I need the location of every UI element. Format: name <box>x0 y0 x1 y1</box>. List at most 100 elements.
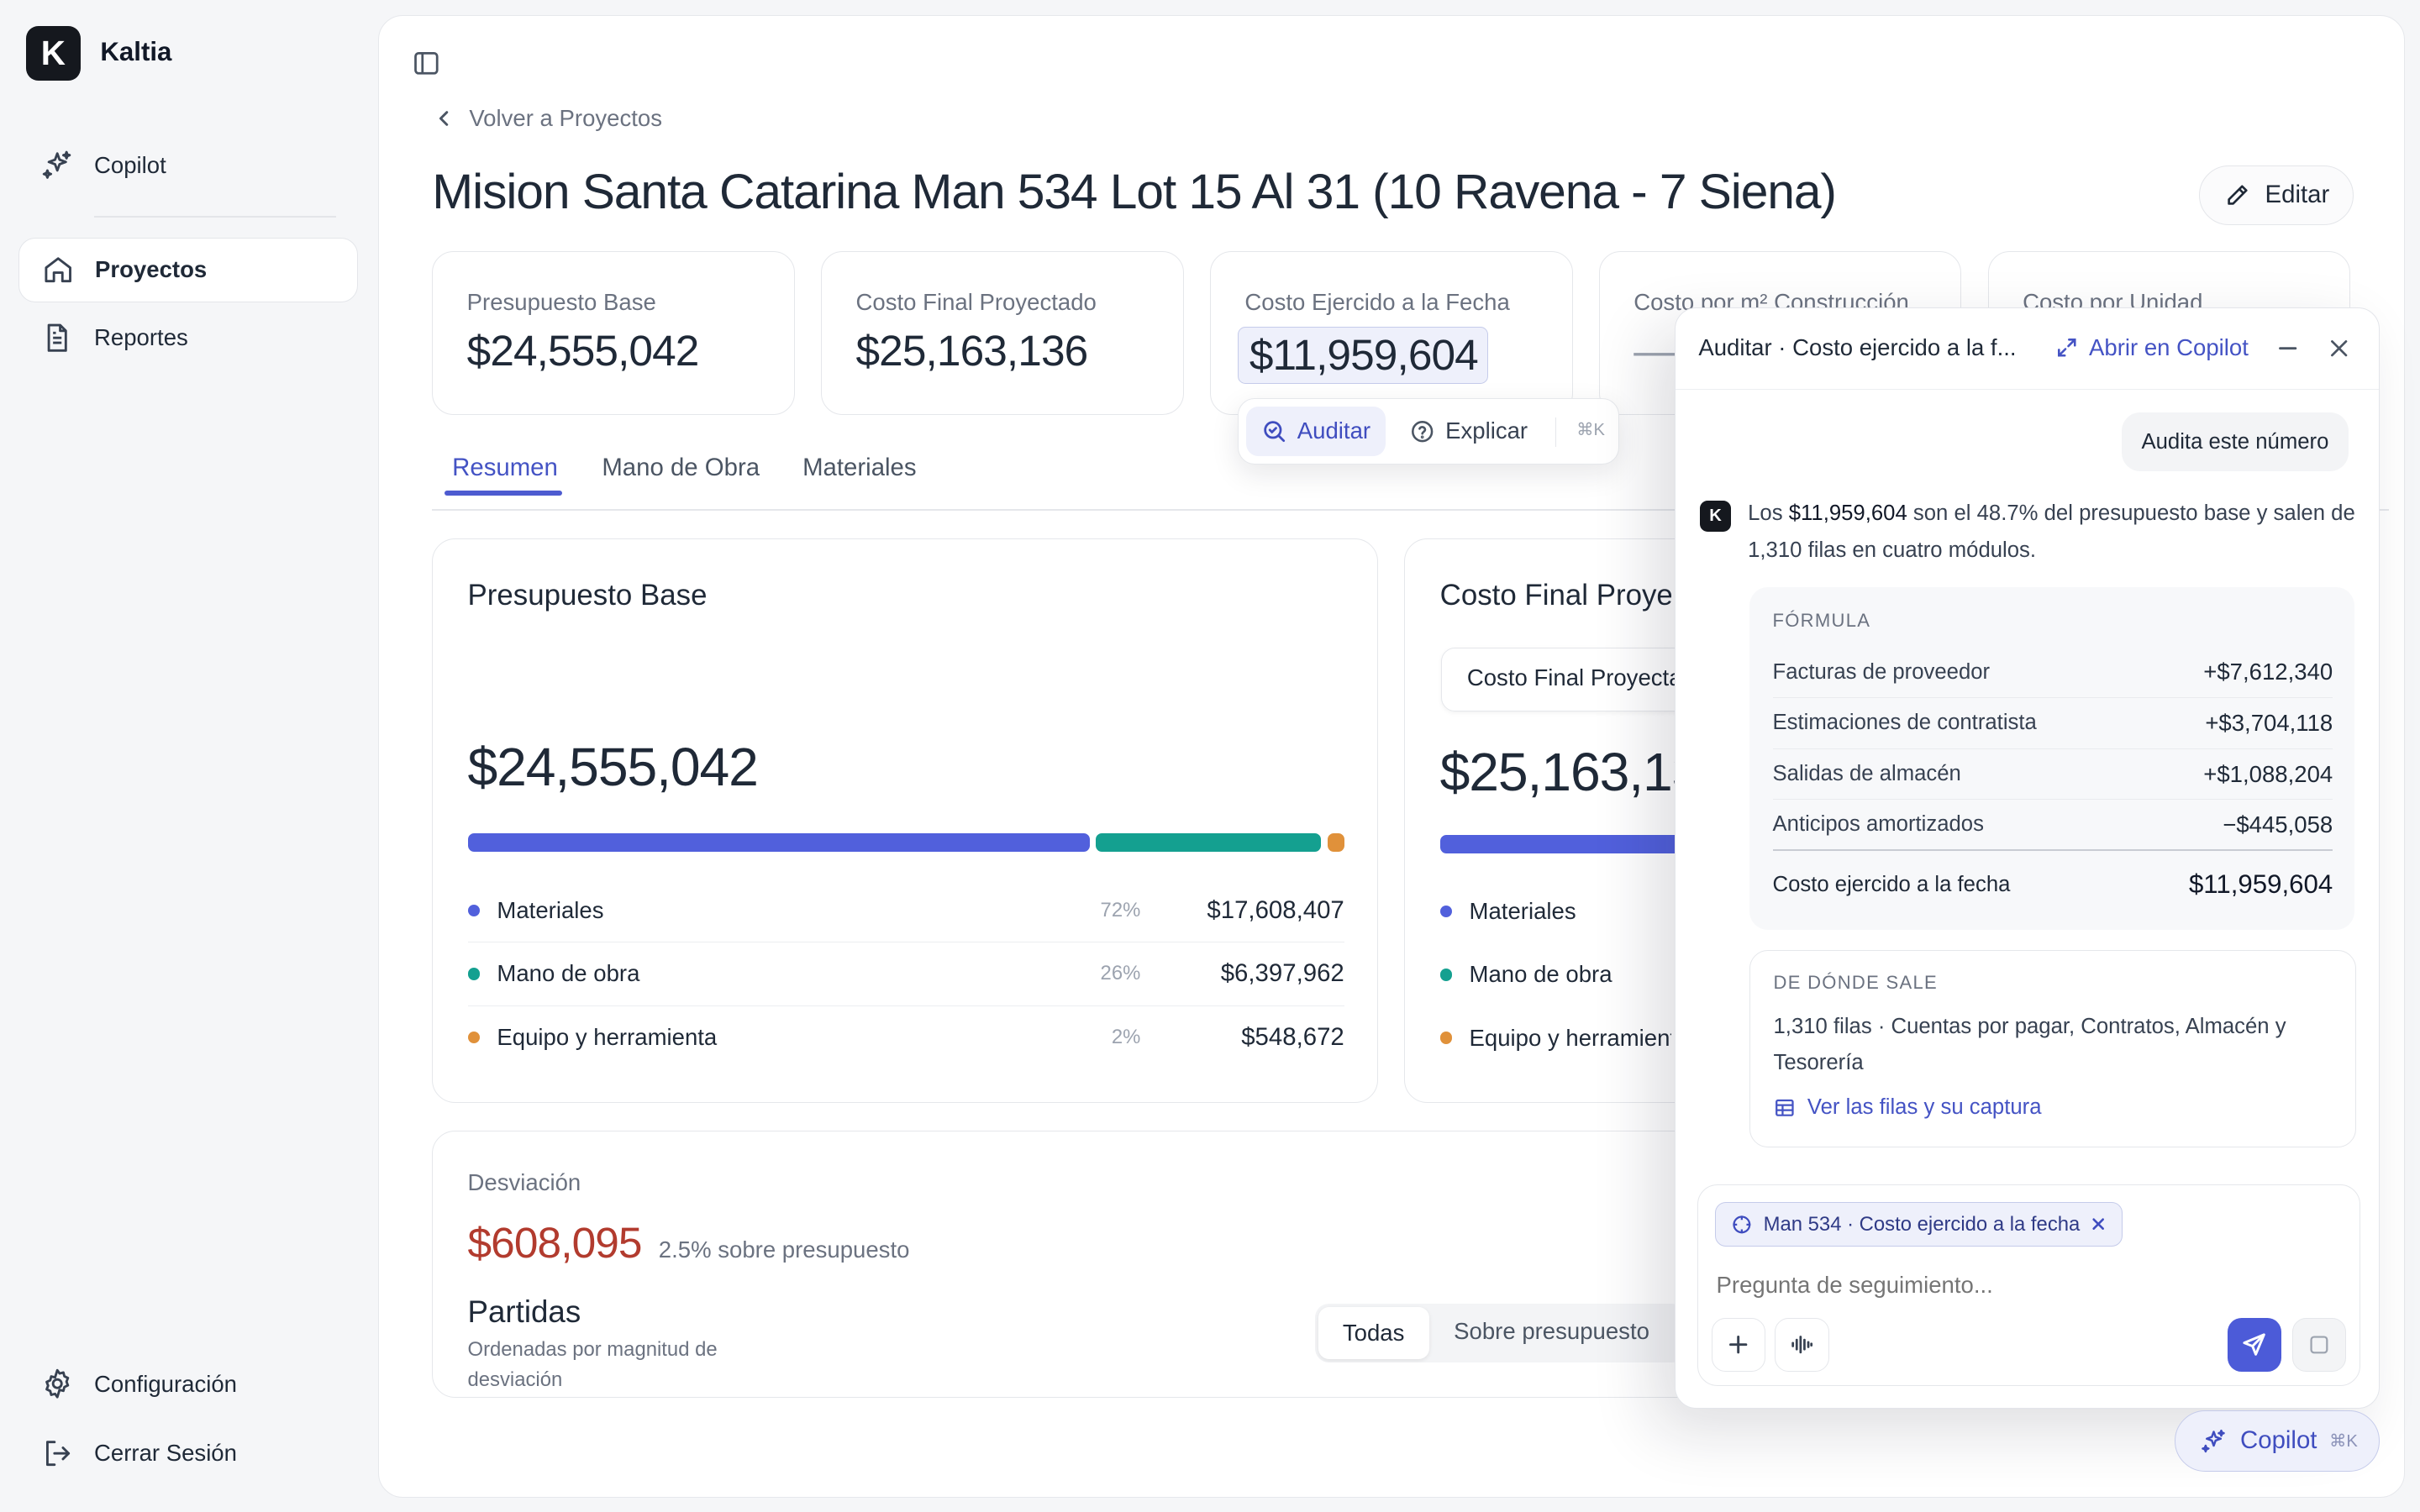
edit-button[interactable]: Editar <box>2199 165 2354 226</box>
tab-resumen[interactable]: Resumen <box>452 453 558 481</box>
kpi-card[interactable]: Costo Final Proyectado $25,163,136 <box>821 251 1184 416</box>
kpi-value: $25,163,136 <box>855 326 1089 375</box>
desviacion-note: 2.5% sobre presupuesto <box>658 1236 910 1263</box>
formula-box: FÓRMULA Facturas de proveedor +$7,612,340… <box>1749 586 2354 930</box>
formula-heading: FÓRMULA <box>1772 610 1871 632</box>
sidebar-item-reportes[interactable]: Reportes <box>18 306 358 370</box>
legend-label: Materiales <box>1469 897 1576 924</box>
legend-label: Equipo y herramienta <box>497 1024 718 1051</box>
formula-list: Facturas de proveedor +$7,612,340 Estimac… <box>1772 648 2333 919</box>
source-text: 1,310 filas · Cuentas por pagar, Contrat… <box>1773 1015 2286 1074</box>
presupuesto-total: $24,555,042 <box>467 737 759 798</box>
open-in-copilot-link[interactable]: Abrir en Copilot <box>2055 334 2249 361</box>
legend-amount: $17,608,407 <box>1207 896 1344 925</box>
desviacion-label: Desviación <box>467 1169 581 1196</box>
filter-sobre-presupuesto[interactable]: Sobre presupuesto <box>1454 1317 1649 1344</box>
active-tab-underline <box>444 491 562 496</box>
copilot-fab[interactable]: Copilot ⌘K <box>2174 1410 2381 1473</box>
sidebar-item-label: Reportes <box>94 324 188 351</box>
value-action-popover: Auditar Explicar ⌘K <box>1238 397 1619 465</box>
formula-total-label: Costo ejercido a la fecha <box>1772 872 2011 896</box>
kpi-value: — <box>1634 326 1676 375</box>
target-icon <box>1731 1214 1753 1236</box>
send-button[interactable] <box>2227 1317 2281 1372</box>
audit-button[interactable]: Auditar <box>1246 407 1386 456</box>
chevron-left-icon <box>435 109 454 128</box>
legend-row-mano-de-obra: Mano de obra 26% $6,397,962 <box>467 942 1344 1006</box>
sidebar-toggle-icon[interactable] <box>411 48 442 79</box>
desviacion-value-row: $608,095 2.5% sobre presupuesto <box>468 1217 910 1268</box>
context-chip-label: Man 534 · Costo ejercido a la fecha <box>1763 1212 2081 1236</box>
legend-row-mano-de-obra: Mano de obra <box>1439 961 1612 988</box>
reply-text: Los <box>1748 501 1789 525</box>
sidebar-item-configuracion[interactable]: Configuración <box>18 1352 358 1416</box>
popover-shortcut: ⌘K <box>1576 420 1605 439</box>
voice-input-button[interactable] <box>1775 1317 1829 1372</box>
chip-close-icon[interactable] <box>2091 1216 2106 1231</box>
desviacion-amount: $608,095 <box>467 1218 643 1268</box>
sidebar-item-copilot[interactable]: Copilot <box>18 133 358 197</box>
formula-label: Anticipos amortizados <box>1772 812 1984 837</box>
formula-amount: +$1,088,204 <box>2203 760 2333 787</box>
assistant-avatar: K <box>1700 501 1731 532</box>
tabs-divider <box>432 509 2390 511</box>
legend-percent: 2% <box>1111 1026 1141 1049</box>
formula-total-row: Costo ejercido a la fecha $11,959,604 <box>1773 851 2333 919</box>
popover-divider <box>1555 417 1557 447</box>
view-rows-link[interactable]: Ver las filas y su captura <box>1774 1095 2042 1120</box>
plus-icon <box>1726 1332 1750 1357</box>
logout-icon <box>40 1436 74 1470</box>
back-link[interactable]: Volver a Proyectos <box>435 105 662 132</box>
followup-input[interactable] <box>1716 1265 2334 1305</box>
back-label: Volver a Proyectos <box>469 104 662 131</box>
sidebar-item-proyectos[interactable]: Proyectos <box>18 237 359 302</box>
tab-materiales[interactable]: Materiales <box>802 453 917 481</box>
audit-panel: Auditar · Costo ejercido a la f... Abrir… <box>1674 307 2381 1409</box>
kpi-card[interactable]: Presupuesto Base $24,555,042 <box>432 251 795 416</box>
explain-label: Explicar <box>1445 417 1528 444</box>
sidebar-item-cerrar-sesion[interactable]: Cerrar Sesión <box>18 1421 358 1486</box>
kpi-label: Presupuesto Base <box>466 289 656 316</box>
legend-row-equipo: Equipo y herramienta 2% $548,672 <box>467 1006 1344 1069</box>
explain-button[interactable]: Explicar <box>1395 407 1544 456</box>
formula-amount: +$3,704,118 <box>2205 709 2333 736</box>
presupuesto-title: Presupuesto Base <box>467 578 708 612</box>
minimize-icon[interactable] <box>2275 336 2300 360</box>
kpi-value-highlighted[interactable]: $11,959,604 <box>1238 327 1488 385</box>
kaltia-logo[interactable]: K <box>26 26 81 81</box>
close-icon[interactable] <box>2327 336 2351 360</box>
legend-percent: 72% <box>1100 899 1141 922</box>
gear-icon <box>40 1367 74 1400</box>
filter-todas[interactable]: Todas <box>1318 1306 1429 1360</box>
pencil-icon <box>2223 181 2251 209</box>
budget-distribution-bar <box>467 832 1344 852</box>
tab-mano-de-obra[interactable]: Mano de Obra <box>602 453 760 481</box>
context-chip[interactable]: Man 534 · Costo ejercido a la fecha <box>1714 1201 2123 1247</box>
table-icon <box>1774 1097 1796 1119</box>
legend-label: Materiales <box>497 897 604 924</box>
legend-row-materiales: Materiales <box>1439 897 1576 925</box>
legend-dot <box>1439 968 1453 981</box>
source-box: DE DÓNDE SALE 1,310 filas · Cuentas por … <box>1749 949 2356 1147</box>
search-check-icon <box>1262 419 1286 444</box>
sidebar-item-label: Proyectos <box>95 256 208 283</box>
sparkles-icon <box>2200 1427 2228 1455</box>
bar-segment <box>467 832 1090 852</box>
costo-final-select[interactable]: Costo Final Proyectado <box>1441 648 1704 711</box>
partidas-title: Partidas <box>467 1294 581 1329</box>
legend-row-equipo: Equipo y herramienta <box>1439 1025 1671 1052</box>
assistant-reply: Los $11,959,604 son el 48.7% del presupu… <box>1748 495 2357 569</box>
stop-button[interactable] <box>2291 1317 2346 1372</box>
sidebar-item-label: Copilot <box>94 151 166 178</box>
open-in-copilot-label: Abrir en Copilot <box>2089 333 2249 360</box>
costo-final-title: Costo Final Proyectado <box>1439 578 1672 612</box>
waveform-icon <box>1790 1332 1814 1357</box>
legend-dot <box>1439 905 1453 918</box>
presupuesto-legend: Materiales 72% $17,608,407 Mano de obra … <box>467 879 1344 1069</box>
copilot-fab-shortcut: ⌘K <box>2329 1431 2358 1451</box>
home-icon <box>41 253 75 286</box>
legend-amount: $6,397,962 <box>1220 959 1344 988</box>
add-attachment-button[interactable] <box>1712 1317 1766 1372</box>
legend-label: Mano de obra <box>497 960 640 987</box>
costo-final-total: $25,163,136 <box>1439 741 1687 802</box>
